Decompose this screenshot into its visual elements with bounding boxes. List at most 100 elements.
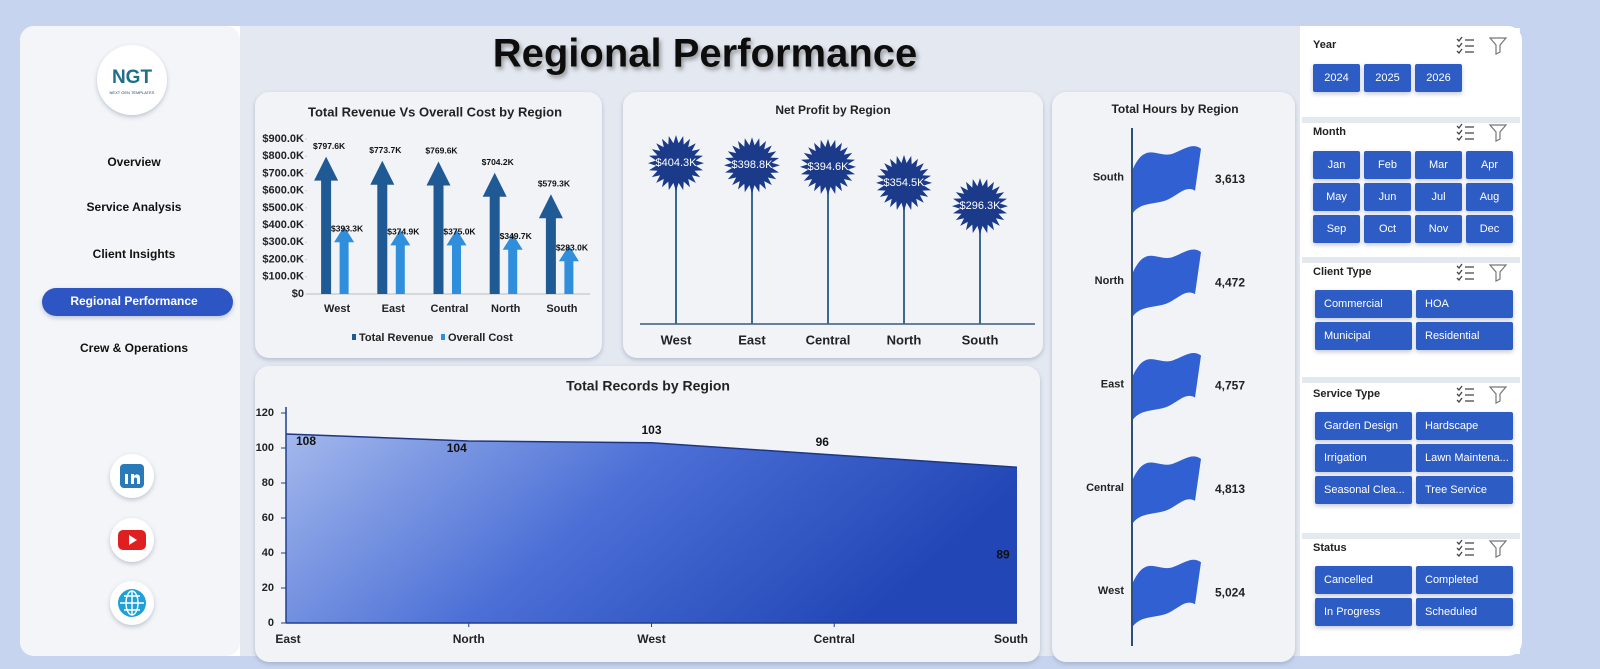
lollipop-head <box>952 178 1008 235</box>
slicer-button[interactable] <box>1315 476 1412 504</box>
slicer-button-label[interactable]: Scheduled <box>1425 606 1477 618</box>
slicer-button-label[interactable]: Dec <box>1480 223 1500 235</box>
slicer-button-label[interactable]: Apr <box>1481 159 1498 171</box>
multi-select-icon[interactable] <box>1456 36 1474 54</box>
slicer-button[interactable] <box>1364 151 1411 179</box>
slicer-button-label[interactable]: In Progress <box>1324 606 1381 618</box>
x-tick-label: South <box>546 303 577 315</box>
logo-tagline: NEXT GEN TEMPLATES <box>110 90 155 95</box>
value-label: 103 <box>641 423 661 437</box>
slicer-button[interactable] <box>1313 64 1360 92</box>
chart-title: Total Records by Region <box>566 378 730 394</box>
slicer-button[interactable] <box>1415 183 1462 211</box>
slicer-button-label[interactable]: Municipal <box>1324 330 1370 342</box>
legend-swatch <box>352 334 356 340</box>
slicer-button[interactable] <box>1416 598 1513 626</box>
multi-select-icon[interactable] <box>1456 263 1474 281</box>
slicer-button[interactable] <box>1315 412 1412 440</box>
x-tick-label: South <box>994 632 1028 646</box>
y-tick-label: West <box>1098 585 1124 597</box>
nav-item[interactable]: Regional Performance <box>70 294 198 308</box>
slicer-button[interactable] <box>1415 215 1462 243</box>
slicer-button-label[interactable]: Cancelled <box>1324 574 1373 586</box>
slicer-button-label[interactable]: Tree Service <box>1425 484 1487 496</box>
slicer-button[interactable] <box>1416 476 1513 504</box>
slicer-button-label[interactable]: Sep <box>1327 223 1347 235</box>
slicer-button-label[interactable]: 2026 <box>1426 72 1450 84</box>
icon <box>125 590 139 616</box>
y-tick-label: 100 <box>256 442 274 454</box>
slicer-button[interactable] <box>1315 566 1412 594</box>
multi-select-icon[interactable] <box>1456 385 1474 403</box>
clear-filter-icon[interactable] <box>1488 264 1508 282</box>
multi-select-icon[interactable] <box>1456 123 1474 141</box>
slicer-button-label[interactable]: Jan <box>1328 159 1346 171</box>
flag-marker <box>1133 249 1201 317</box>
slicer-button-label[interactable]: May <box>1326 191 1347 203</box>
slicer-button-label[interactable]: Nov <box>1429 223 1449 235</box>
slicer-button-label[interactable]: Lawn Maintena... <box>1425 452 1509 464</box>
slicer-button-label[interactable]: HOA <box>1425 298 1450 310</box>
slicer-button-label[interactable]: Completed <box>1425 574 1478 586</box>
clear-filter-icon[interactable] <box>1488 540 1508 558</box>
slicer-button[interactable] <box>1416 444 1513 472</box>
slicer-button[interactable] <box>1466 215 1513 243</box>
slicer-button-label[interactable]: 2025 <box>1375 72 1399 84</box>
clear-filter-icon[interactable] <box>1488 386 1508 404</box>
value-label: $579.3K <box>538 178 571 188</box>
multi-select-icon[interactable] <box>1456 539 1474 557</box>
slicer-button[interactable] <box>1415 151 1462 179</box>
chart-title: Total Hours by Region <box>1111 102 1238 116</box>
slicer-button-label[interactable]: Residential <box>1425 330 1479 342</box>
value-label: $296.3K <box>960 200 1002 212</box>
slicer-button[interactable] <box>1416 566 1513 594</box>
slicer-button-label[interactable]: Jun <box>1379 191 1397 203</box>
slicer-button[interactable] <box>1364 183 1411 211</box>
slicer-button-label[interactable]: 2024 <box>1324 72 1348 84</box>
slicer-button-label[interactable]: Aug <box>1480 191 1500 203</box>
slicer-button[interactable] <box>1313 215 1360 243</box>
nav-item[interactable]: Service Analysis <box>87 200 182 214</box>
slicer-button[interactable] <box>1313 183 1360 211</box>
slicer-button[interactable] <box>1315 290 1412 318</box>
nav-item[interactable]: Client Insights <box>93 247 176 261</box>
slicer-button[interactable] <box>1416 290 1513 318</box>
slicer-button-label[interactable]: Oct <box>1379 223 1396 235</box>
clear-filter-icon[interactable] <box>1488 124 1508 142</box>
bar-arrow <box>426 161 451 294</box>
slicer-button[interactable] <box>1364 64 1411 92</box>
slicer-button[interactable] <box>1415 64 1462 92</box>
y-tick-label: $600.0K <box>262 185 304 197</box>
value-label: 4,472 <box>1215 275 1245 289</box>
slicer-button[interactable] <box>1466 183 1513 211</box>
slicer-button-label[interactable]: Irrigation <box>1324 452 1367 464</box>
social-youtube[interactable] <box>110 518 154 562</box>
slicer-button[interactable] <box>1416 412 1513 440</box>
slicer-button-label[interactable]: Commercial <box>1324 298 1383 310</box>
slicer-button[interactable] <box>1315 598 1412 626</box>
social-linkedin[interactable] <box>110 454 154 498</box>
nav-item[interactable]: Overview <box>107 155 161 169</box>
slicer-button[interactable] <box>1315 444 1412 472</box>
legend-label: Overall Cost <box>448 332 513 344</box>
social-website[interactable] <box>110 581 154 625</box>
slicer-button-label[interactable]: Seasonal Clea... <box>1324 484 1405 496</box>
slicer-button-label[interactable]: Mar <box>1429 159 1448 171</box>
clear-filter-icon[interactable] <box>1488 37 1508 55</box>
y-tick-label: 80 <box>262 477 274 489</box>
slicer-button[interactable] <box>1364 215 1411 243</box>
nav-active-pill <box>42 288 233 316</box>
slicer-button[interactable] <box>1466 151 1513 179</box>
slicer-button[interactable] <box>1313 151 1360 179</box>
slicer-button-label[interactable]: Garden Design <box>1324 420 1398 432</box>
value-label: 3,613 <box>1215 172 1245 186</box>
slicer-button-label[interactable]: Hardscape <box>1425 420 1478 432</box>
x-tick-label: Central <box>814 632 855 646</box>
slicer-button-label[interactable]: Jul <box>1431 191 1445 203</box>
slicer-button-label[interactable]: Feb <box>1378 159 1397 171</box>
slicer-button[interactable] <box>1416 322 1513 350</box>
x-tick-label: East <box>382 303 406 315</box>
slicer-button[interactable] <box>1315 322 1412 350</box>
nav-item[interactable]: Crew & Operations <box>80 341 188 355</box>
